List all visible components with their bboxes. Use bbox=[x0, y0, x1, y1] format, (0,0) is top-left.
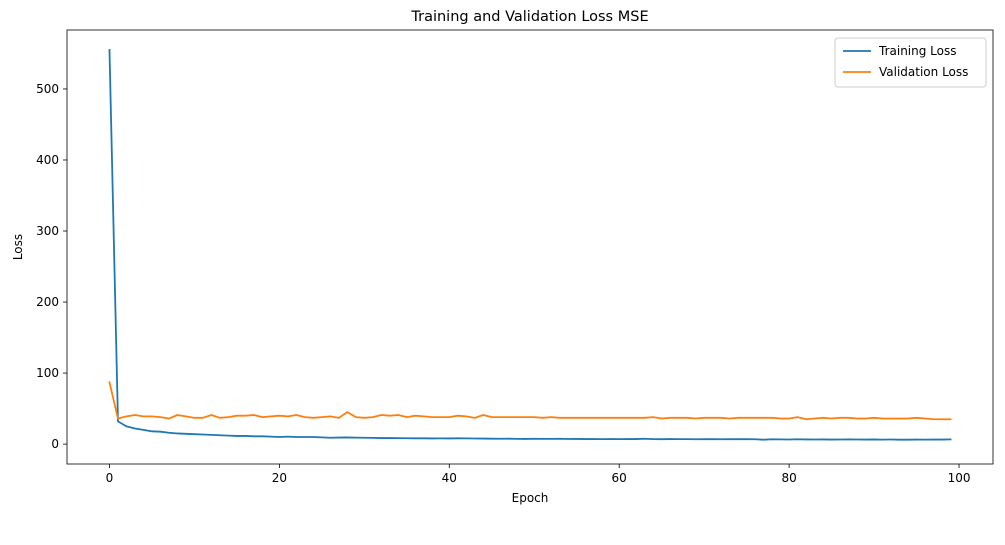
series-line-validation-loss bbox=[108, 381, 952, 421]
legend: Training Loss Validation Loss bbox=[834, 37, 987, 88]
axes-frame bbox=[66, 29, 994, 465]
y-axis-label: Loss bbox=[11, 234, 25, 260]
x-axis-label: Epoch bbox=[512, 491, 549, 505]
series-line-training-loss bbox=[108, 48, 952, 441]
x-axis-ticks: 0 20 40 60 80 100 bbox=[106, 464, 971, 485]
y-tick-label: 400 bbox=[36, 153, 59, 167]
axes-background bbox=[67, 30, 993, 464]
x-tick-label: 60 bbox=[612, 471, 627, 485]
y-tick-label: 100 bbox=[36, 366, 59, 380]
y-tick-label: 500 bbox=[36, 82, 59, 96]
y-tick-label: 0 bbox=[51, 437, 59, 451]
y-tick-label: 300 bbox=[36, 224, 59, 238]
legend-label-training: Training Loss bbox=[878, 44, 956, 58]
y-tick-label: 200 bbox=[36, 295, 59, 309]
plot-area bbox=[66, 29, 994, 465]
x-tick-label: 0 bbox=[106, 471, 114, 485]
chart-title: Training and Validation Loss MSE bbox=[410, 9, 648, 25]
series-group bbox=[108, 48, 952, 441]
x-tick-label: 40 bbox=[442, 471, 457, 485]
x-tick-label: 80 bbox=[781, 471, 796, 485]
x-tick-label: 20 bbox=[272, 471, 287, 485]
legend-box bbox=[834, 37, 987, 88]
x-tick-label: 100 bbox=[948, 471, 971, 485]
y-axis-ticks: 0 100 200 300 400 500 bbox=[36, 82, 67, 451]
legend-label-validation: Validation Loss bbox=[879, 65, 968, 79]
